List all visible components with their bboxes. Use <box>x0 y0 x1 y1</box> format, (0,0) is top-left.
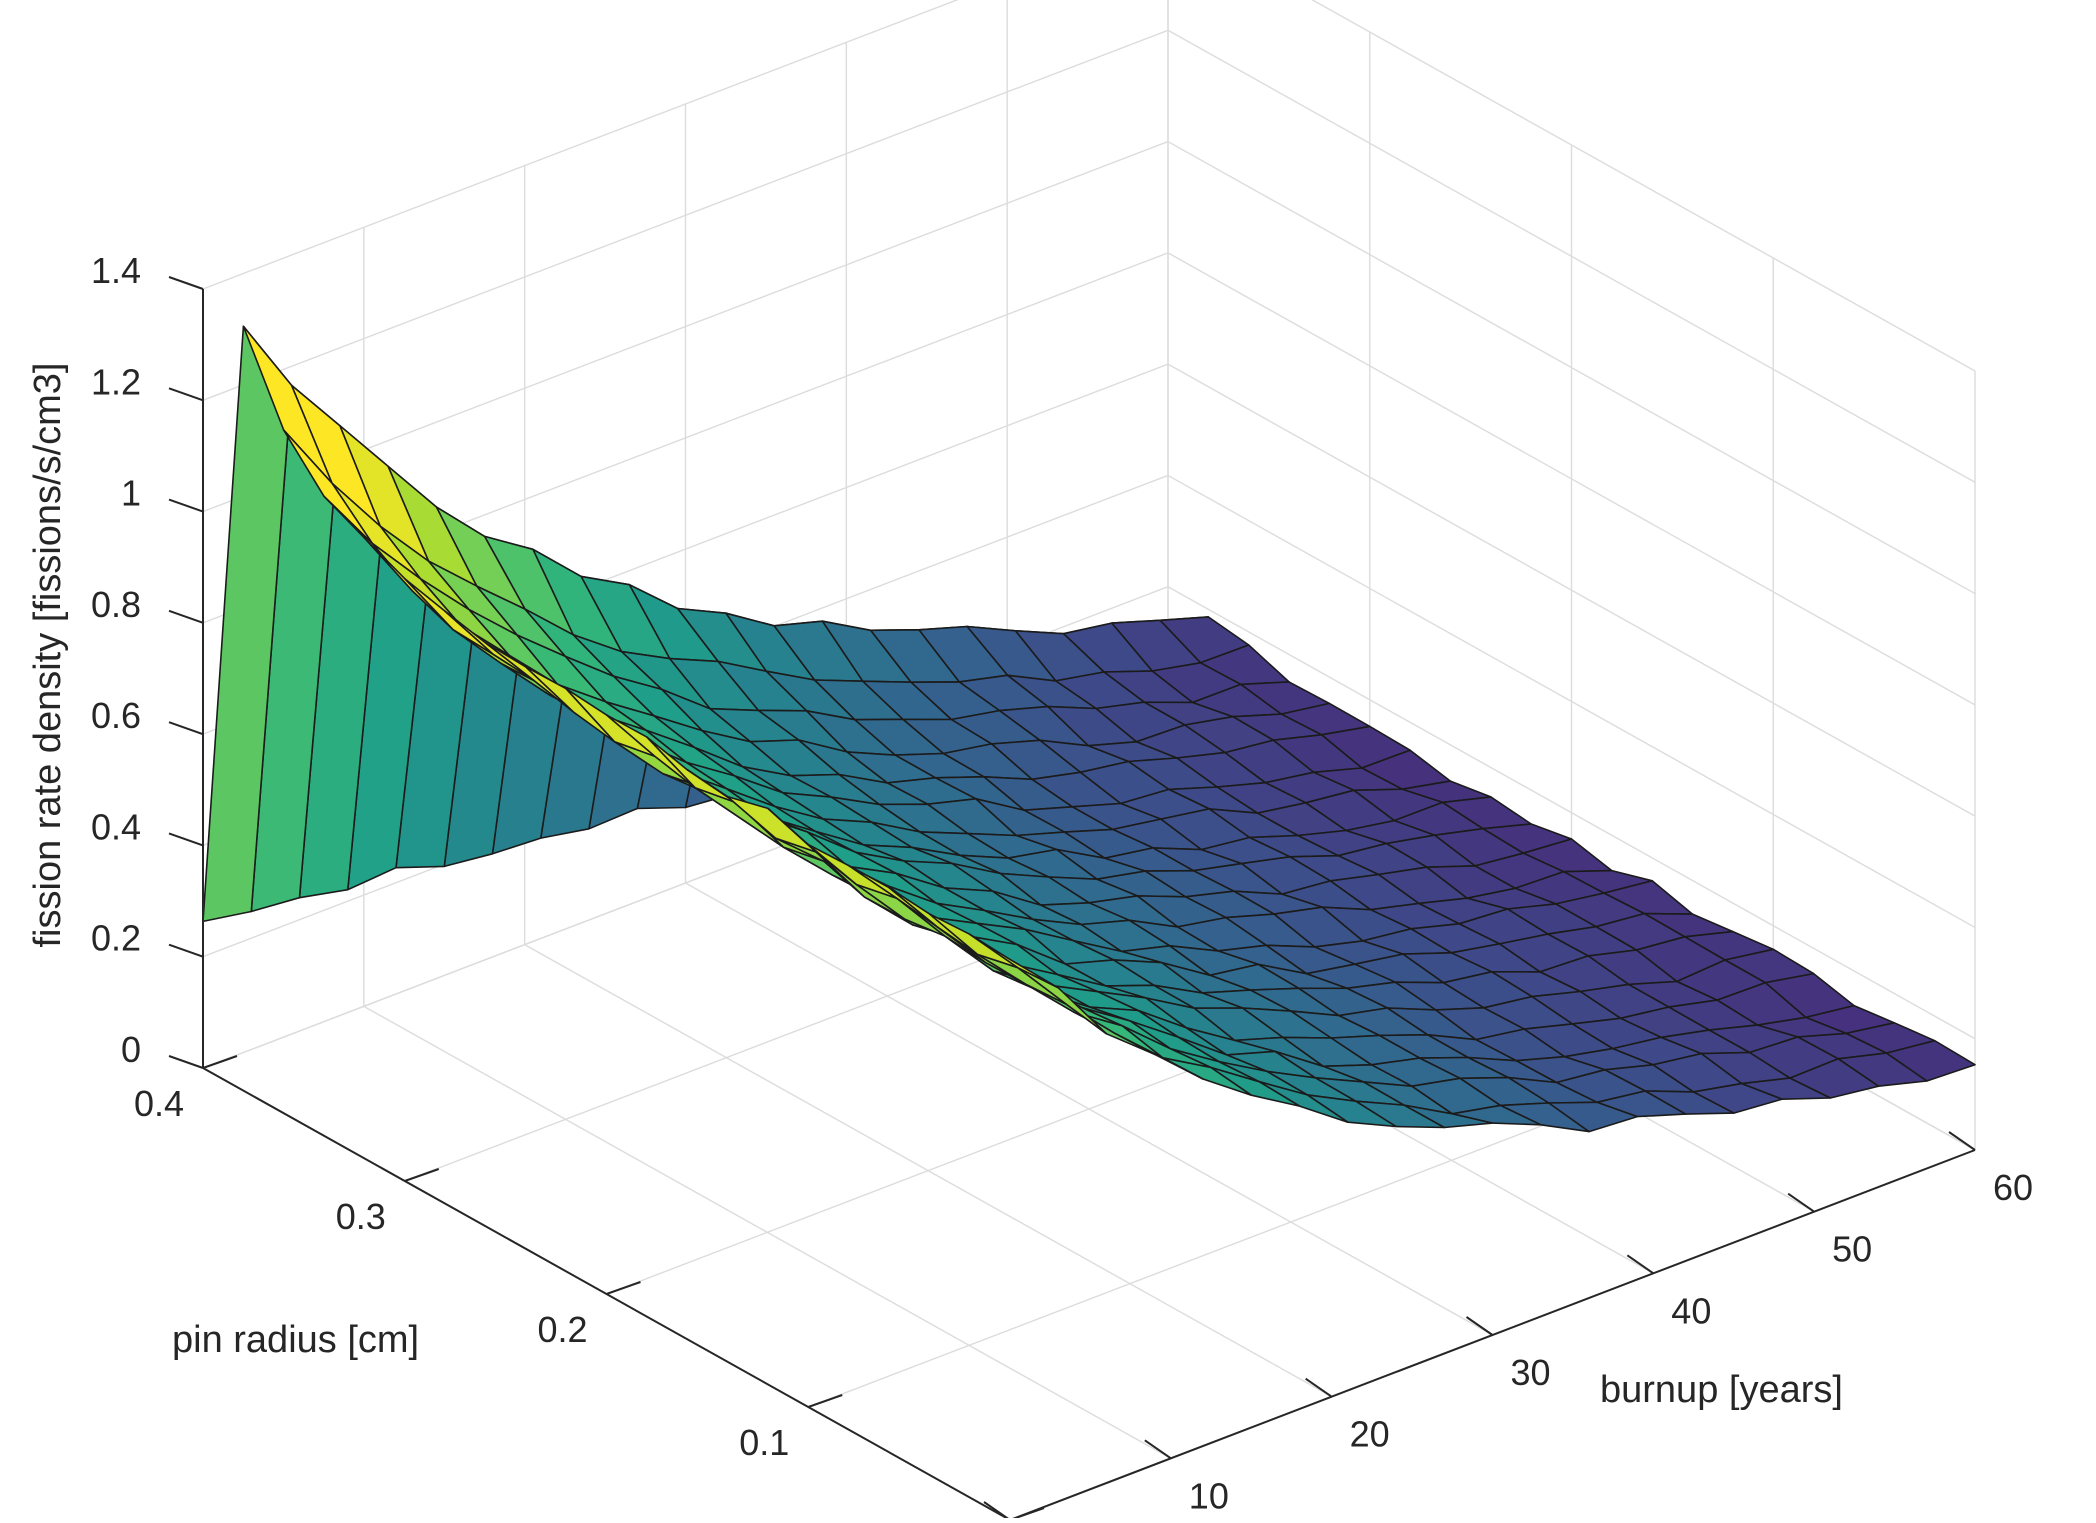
y-tick-3 <box>404 1168 440 1182</box>
z-tick-label-4: 0.8 <box>91 584 141 625</box>
grid-line-back-z-7 <box>202 0 959 290</box>
grid-line-side-z-2 <box>1167 474 1976 929</box>
y-axis-label: pin radius [cm] <box>172 1319 419 1361</box>
grid-line-side-z-3 <box>1167 363 1976 817</box>
x-tick-4 <box>1626 1254 1654 1275</box>
x-tick-label-6: 60 <box>1993 1167 2033 1208</box>
z-tick-label-6: 1.2 <box>91 361 141 402</box>
z-tick-4 <box>168 609 204 624</box>
grid-line-side-z-6 <box>1167 29 1976 483</box>
z-tick-3 <box>168 721 204 736</box>
x-tick-0 <box>983 1501 1011 1521</box>
grid-line-side-z-5 <box>1167 140 1976 595</box>
label-layer: fission rate density [fissions/s/cm3] pi… <box>27 363 1843 1412</box>
z-axis-label: fission rate density [fissions/s/cm3] <box>27 363 69 948</box>
grid-line-side-z-4 <box>1167 252 1976 706</box>
y-tick-2 <box>606 1281 641 1295</box>
z-tick-7 <box>168 276 204 290</box>
x-tick-label-3: 30 <box>1510 1352 1550 1393</box>
surface-patch-0-0 <box>968 933 1060 989</box>
z-tick-label-2: 0.4 <box>91 806 141 847</box>
z-tick-1 <box>168 943 204 958</box>
y-tick-label-4: 0.4 <box>134 1083 184 1124</box>
y-tick-4 <box>202 1055 238 1069</box>
x-tick-1 <box>1144 1439 1172 1460</box>
z-tick-label-0: 0 <box>121 1029 141 1070</box>
z-tick-5 <box>168 498 204 513</box>
x-tick-2 <box>1305 1377 1333 1398</box>
grid-line-side-z-1 <box>1167 586 1976 1040</box>
surface-layer <box>202 325 1976 1133</box>
y-tick-label-3: 0.3 <box>336 1196 386 1237</box>
z-tick-label-7: 1.4 <box>91 250 141 291</box>
x-tick-label-2: 20 <box>1350 1414 1390 1455</box>
y-tick-label-2: 0.2 <box>537 1309 587 1350</box>
z-tick-label-5: 1 <box>121 473 141 514</box>
y-tick-0 <box>1009 1507 1045 1521</box>
x-tick-label-4: 40 <box>1671 1290 1711 1331</box>
y-tick-label-1: 0.1 <box>739 1422 789 1463</box>
grid-line-side-z-7 <box>1311 0 1976 372</box>
z-tick-2 <box>168 832 204 847</box>
x-axis-label: burnup [years] <box>1600 1369 1843 1411</box>
x-tick-3 <box>1465 1316 1494 1336</box>
z-tick-label-1: 0.2 <box>91 918 141 959</box>
y-tick-1 <box>807 1394 843 1408</box>
z-tick-6 <box>168 387 204 402</box>
axis-layer: 010203040506000.10.20.30.400.20.40.60.81… <box>91 250 2033 1521</box>
x-tick-label-5: 50 <box>1832 1229 1872 1270</box>
x-tick-5 <box>1787 1192 1815 1213</box>
z-tick-0 <box>168 1055 204 1069</box>
x-tick-label-1: 10 <box>1189 1475 1229 1516</box>
z-tick-label-3: 0.6 <box>91 695 141 736</box>
x-tick-6 <box>1948 1131 1976 1151</box>
grid-line-back-z-6 <box>202 29 1169 401</box>
